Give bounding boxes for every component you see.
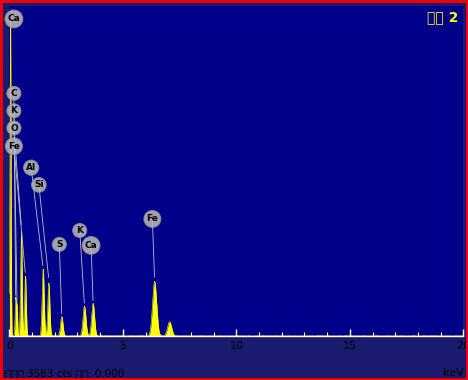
- Text: O: O: [10, 124, 18, 133]
- Text: Ca: Ca: [7, 14, 20, 24]
- Text: Fe: Fe: [146, 214, 158, 223]
- Text: S: S: [56, 240, 63, 249]
- Text: 满量程 3583 cts 光标: 0.000: 满量程 3583 cts 光标: 0.000: [5, 368, 124, 378]
- Text: C: C: [11, 89, 17, 98]
- Text: K: K: [10, 106, 17, 116]
- Text: keV: keV: [443, 368, 463, 378]
- Text: Al: Al: [26, 163, 36, 172]
- Text: Fe: Fe: [8, 142, 20, 151]
- Text: Ca: Ca: [85, 241, 97, 250]
- Text: 谱图 2: 谱图 2: [427, 11, 459, 25]
- Text: K: K: [76, 226, 83, 235]
- Text: Si: Si: [34, 180, 44, 189]
